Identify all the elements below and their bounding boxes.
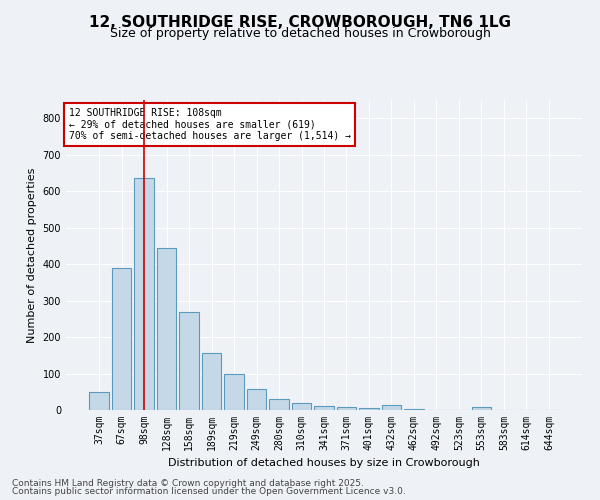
Bar [112,268,131,410]
Bar [89,392,109,410]
Bar [269,399,289,410]
Bar [314,406,334,410]
Text: 12 SOUTHRIDGE RISE: 108sqm
← 29% of detached houses are smaller (619)
70% of sem: 12 SOUTHRIDGE RISE: 108sqm ← 29% of deta… [68,108,350,141]
Y-axis label: Number of detached properties: Number of detached properties [27,168,37,342]
Text: Contains public sector information licensed under the Open Government Licence v3: Contains public sector information licen… [12,488,406,496]
Bar [337,407,356,410]
Bar [292,404,311,410]
Bar [404,409,424,410]
Bar [179,312,199,410]
Bar [247,389,266,410]
Bar [202,354,221,410]
Text: 12, SOUTHRIDGE RISE, CROWBOROUGH, TN6 1LG: 12, SOUTHRIDGE RISE, CROWBOROUGH, TN6 1L… [89,15,511,30]
Text: Size of property relative to detached houses in Crowborough: Size of property relative to detached ho… [110,28,490,40]
Bar [382,405,401,410]
Bar [157,248,176,410]
Bar [359,408,379,410]
Bar [472,408,491,410]
Bar [134,178,154,410]
X-axis label: Distribution of detached houses by size in Crowborough: Distribution of detached houses by size … [168,458,480,468]
Bar [224,374,244,410]
Text: Contains HM Land Registry data © Crown copyright and database right 2025.: Contains HM Land Registry data © Crown c… [12,478,364,488]
